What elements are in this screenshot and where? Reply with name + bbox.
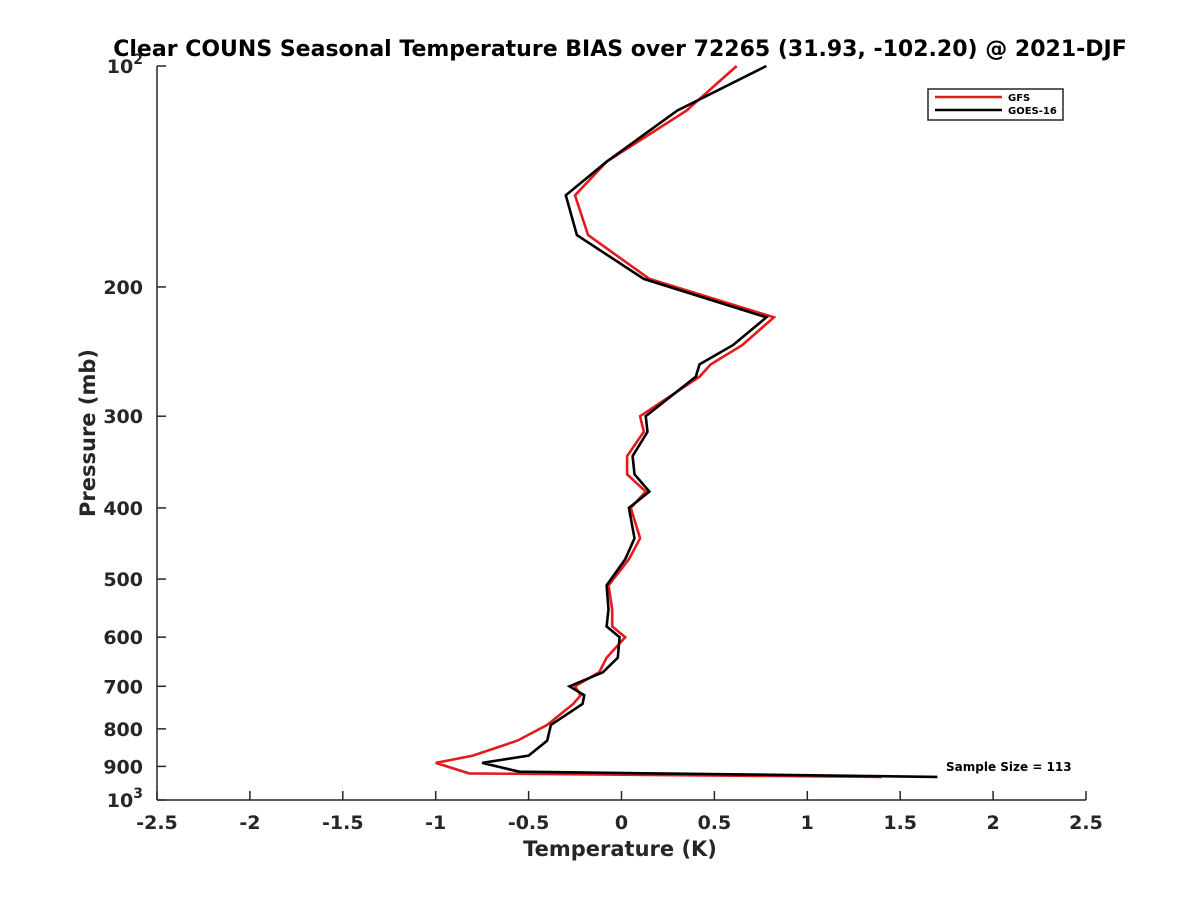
- x-tick-label: -1.5: [322, 812, 364, 834]
- x-tick-label: -2.5: [136, 812, 178, 834]
- y-tick-label: 300: [103, 406, 143, 428]
- sample-size-annotation: Sample Size = 113: [946, 760, 1072, 774]
- series-lines: [435, 64, 938, 779]
- y-tick-label: 500: [103, 569, 143, 591]
- y-tick-label: 800: [103, 719, 143, 741]
- y-tick-label: 700: [103, 676, 143, 698]
- x-ticks: -2.5 -2 -1.5 -1 -0.5 0 0.5 1 1.5 2 2.5: [136, 791, 1103, 834]
- x-tick-label: -2: [239, 812, 260, 834]
- x-tick-label: 0: [615, 812, 628, 834]
- x-tick-label: 1: [801, 812, 814, 834]
- y-tick-label: 400: [103, 498, 143, 520]
- x-tick-label: -1: [425, 812, 446, 834]
- y-tick-label: 600: [103, 627, 143, 649]
- legend-box: [927, 88, 1064, 121]
- y-tick-label: 102: [107, 52, 143, 78]
- legend-label-gfs: GFS: [1008, 93, 1030, 104]
- x-tick-label: 0.5: [698, 812, 732, 834]
- x-tick-label: 2: [986, 812, 999, 834]
- chart-title: Clear COUNS Seasonal Temperature BIAS ov…: [113, 37, 1126, 62]
- y-axis-label: Pressure (mb): [76, 349, 100, 517]
- y-tick-label: 103: [107, 786, 143, 812]
- y-ticks: 102 200 300 400 500 600 700 800 900 103: [103, 52, 166, 812]
- legend-label-goes16: GOES-16: [1008, 106, 1057, 117]
- x-tick-label: 1.5: [883, 812, 917, 834]
- series-line-goes16: [481, 64, 938, 779]
- x-axis-label: Temperature (K): [523, 837, 717, 861]
- legend: GFS GOES-16: [927, 88, 1064, 121]
- y-tick-label: 200: [103, 277, 143, 299]
- series-line-gfs: [435, 65, 882, 779]
- x-tick-label: 2.5: [1069, 812, 1103, 834]
- x-tick-label: -0.5: [508, 812, 550, 834]
- y-tick-label: 900: [103, 756, 143, 778]
- plot-area: -2.5 -2 -1.5 -1 -0.5 0 0.5 1 1.5 2 2.5 102 200 300 40…: [103, 52, 1103, 834]
